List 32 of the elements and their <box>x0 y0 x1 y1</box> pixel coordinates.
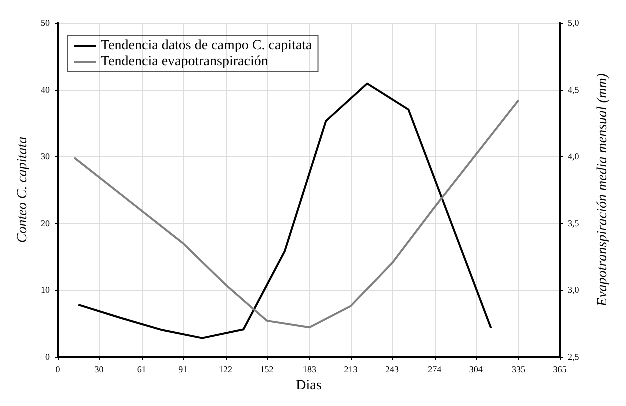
line-series <box>74 99 520 329</box>
x-tick-label: 183 <box>302 364 317 374</box>
y2-tick-label: 3,0 <box>568 285 580 296</box>
x-tick-label: 365 <box>553 364 568 374</box>
x-tick-label: 122 <box>219 364 233 374</box>
y2-tick-label: 4,5 <box>568 84 580 95</box>
y-axis-title: Conteo C. capitata <box>16 136 30 244</box>
x-tick-label: 61 <box>137 364 146 374</box>
y2-tick-label: 2,5 <box>568 352 580 362</box>
x-axis-title: Dias <box>296 378 322 394</box>
x-tick-label: 30 <box>94 364 104 374</box>
line-series <box>78 82 492 340</box>
x-tick-label: 335 <box>512 364 526 374</box>
x-tick-label: 304 <box>469 364 484 374</box>
y2-tick-label: 4,0 <box>568 152 580 162</box>
y-tick-label: 50 <box>41 18 50 28</box>
x-tick-label: 274 <box>428 364 442 374</box>
x-tick-label: 213 <box>344 364 358 374</box>
legend-label: Tendencia evapotranspiración <box>101 54 268 70</box>
x-tick-label: 243 <box>385 364 400 374</box>
y-tick-label: 20 <box>41 218 50 228</box>
y-tick-label: 30 <box>41 152 50 162</box>
x-tick-label: 152 <box>260 364 274 374</box>
y-tick-label: 40 <box>41 84 50 95</box>
y-tick-label: 10 <box>41 285 50 296</box>
x-tick-label: 91 <box>178 364 188 374</box>
y2-axis-title: Evapotranspiración media mensual (mm) <box>596 73 610 308</box>
y2-tick-label: 5,0 <box>568 18 580 28</box>
x-tick-label: 0 <box>56 364 61 374</box>
y-tick-label: 0 <box>46 352 50 362</box>
y2-tick-label: 3,5 <box>568 218 580 228</box>
legend-label: Tendencia datos de campo C. capitata <box>101 38 314 54</box>
